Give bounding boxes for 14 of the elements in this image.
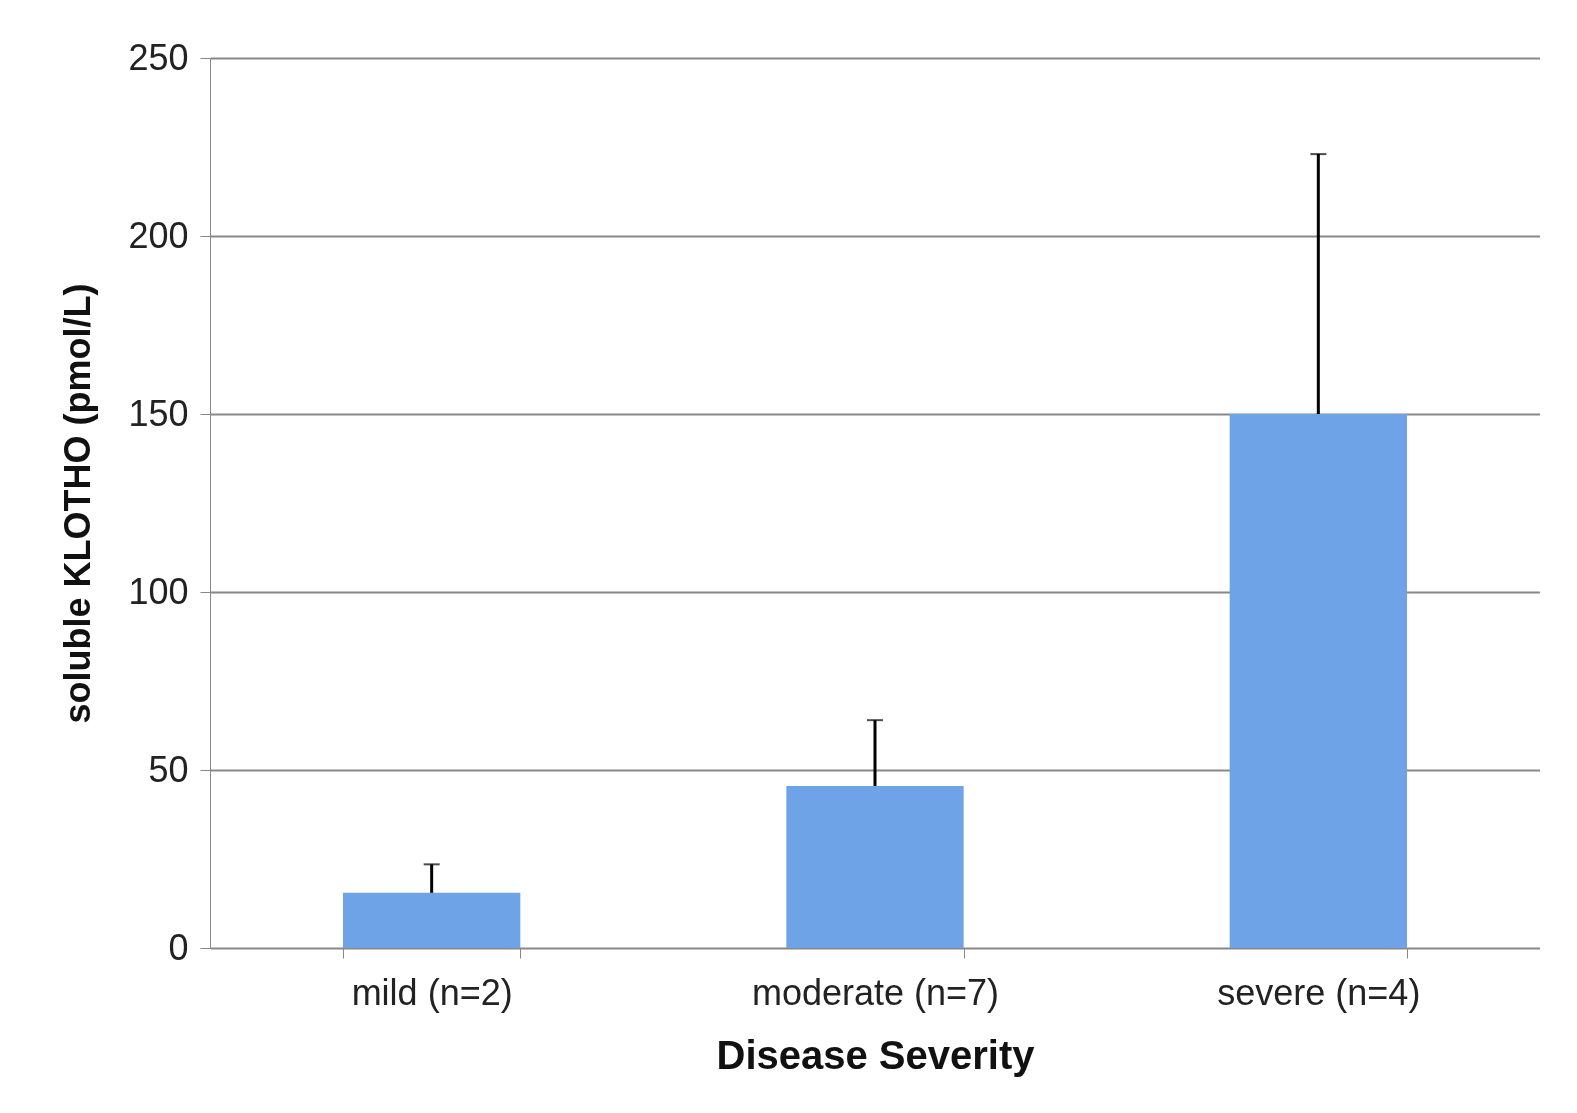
y-tick-label: 150 bbox=[128, 392, 189, 434]
y-tick-label: 200 bbox=[128, 214, 189, 256]
y-tick-label: 0 bbox=[168, 926, 189, 968]
x-tick-label: moderate (n=7) bbox=[751, 971, 1000, 1013]
x-tick-label: severe (n=4) bbox=[1217, 971, 1421, 1013]
bar bbox=[343, 892, 521, 948]
y-tick-label: 250 bbox=[128, 36, 189, 78]
x-axis-title: Disease Severity bbox=[716, 1032, 1036, 1077]
bar bbox=[786, 786, 964, 948]
y-tick-label: 50 bbox=[148, 748, 189, 790]
y-axis-title: soluble KLOTHO (pmol/L) bbox=[57, 283, 99, 724]
y-tick-label: 100 bbox=[128, 570, 189, 612]
x-tick-label: mild (n=2) bbox=[351, 971, 513, 1013]
bar bbox=[1229, 414, 1407, 948]
